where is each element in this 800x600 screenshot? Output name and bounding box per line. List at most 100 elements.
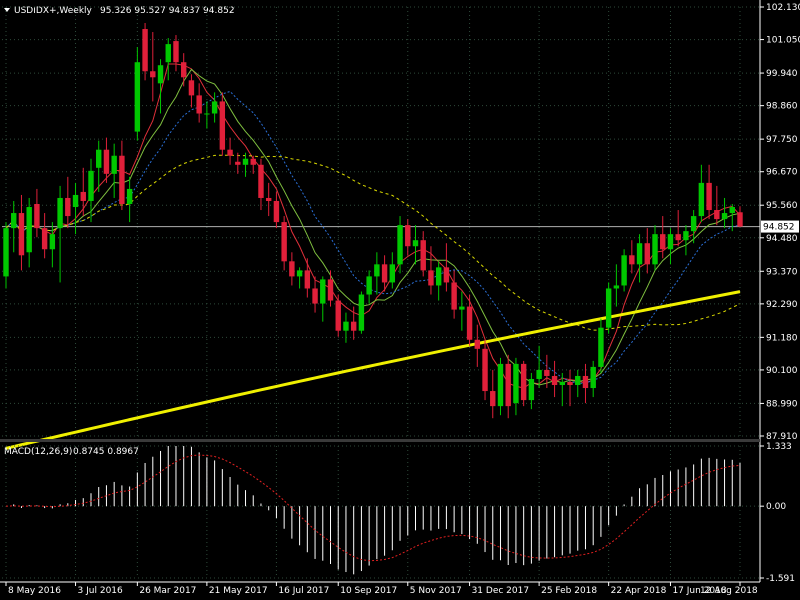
candle-body [196,95,202,114]
time-tick-label: 31 Dec 2017 [472,586,530,596]
candle-body [721,213,728,220]
price-tick-label: 97.750 [766,135,798,145]
candle-body [219,101,226,150]
candle-body [165,44,171,63]
price-tick-label: 87.910 [766,432,798,442]
chart-header: USDIDX+,Weekly 95.326 95.527 94.837 94.8… [4,6,235,16]
candle-body [80,191,86,201]
candle-body [405,225,411,247]
symbol-label: USDIDX+,Weekly [14,6,93,16]
candle-body [644,243,650,265]
candle-body [88,170,94,201]
time-tick-label: 12 Aug 2018 [700,586,758,596]
candle-body [65,197,71,217]
time-tick-label: 25 Feb 2018 [541,586,597,596]
candle-body [428,270,434,286]
price-axis: 102.130 101.050 99.940 98.860 97.750 96.670 95… [759,0,800,582]
candle-body [296,270,303,277]
candle-body [605,288,612,328]
panel-separator[interactable] [0,439,760,442]
candle-body [714,210,720,220]
candle-body [474,339,481,349]
time-tick-label: 16 Jul 2017 [278,586,329,596]
time-axis: 8 May 2016 3 Jul 2016 26 Mar 2017 21 May 20… [0,581,760,596]
candle-body [497,363,504,407]
candle-body [582,375,589,389]
candle-body [706,182,712,211]
candle-body [629,255,635,265]
candle-body [227,149,233,156]
candle-body [567,381,573,386]
candle-body [374,264,380,277]
price-tick-label: 96.670 [766,168,798,178]
time-tick-label: 26 Mar 2017 [139,586,196,596]
candle-body [350,321,357,331]
candle-body [281,222,287,262]
candle-body [536,369,542,379]
candle-body [173,41,179,63]
candle-body [575,375,581,386]
candle-body [327,279,334,301]
candle-body [366,276,372,295]
ma-mid-line [5,68,741,386]
candle-body [126,188,133,205]
candle-body [505,363,511,407]
candle-body [412,240,419,247]
price-tick-label: 90.100 [766,366,798,376]
candle-body [397,225,403,265]
candle-body [660,234,666,250]
macd-label: MACD(12,26,9) [4,447,72,457]
candle-body [72,194,79,208]
ohlc-label: 95.326 95.527 94.837 94.852 [100,6,235,16]
price-grid [2,6,760,437]
candle-body [729,207,735,214]
macd-header: MACD(12,26,9) 0.8745 0.8967 [4,447,139,457]
candle-body [598,327,604,367]
collapse-triangle-icon[interactable] [4,8,10,12]
candle-body [335,300,341,331]
time-tick-label: 3 Jul 2016 [78,586,123,596]
candle-body [242,158,249,165]
candle-body [420,240,426,271]
candle-body [513,363,519,404]
macd-values: 0.8745 0.8967 [73,447,139,457]
price-tick-label: 92.290 [766,300,798,310]
candle-body [652,234,658,265]
macd-axis: 1.333 0.00 -1.591 [760,442,795,584]
candle-body [18,213,25,256]
candle-body [111,155,117,174]
candle-body [698,182,705,217]
ma-fast-line [5,63,741,389]
candle-body [134,62,141,132]
candle-body [675,234,681,241]
candle-body [667,234,674,250]
macd-tick-label: 1.333 [766,442,792,452]
candle-body [443,267,450,283]
candle-body [142,29,148,72]
price-tick-label: 99.940 [766,69,798,79]
candle-body [250,158,256,165]
candle-body [304,270,311,289]
candles[interactable] [3,22,743,419]
candle-body [181,62,187,78]
current-price-badge [761,220,799,233]
candle-body [150,71,156,78]
time-tick-label: 10 Sep 2017 [340,586,397,596]
candle-body [559,381,565,386]
candle-body [520,363,527,401]
candle-body [544,369,550,376]
candle-body [157,65,164,84]
candle-body [737,212,743,227]
price-tick-label: 95.560 [766,201,798,211]
price-tick-label: 101.050 [766,36,800,46]
macd-tick-label: 0.00 [766,502,786,512]
ma-long-line [5,90,741,384]
candle-body [11,213,17,229]
candle-body [96,149,102,168]
time-tick-label: 8 May 2016 [8,586,61,596]
candle-body [211,101,218,114]
current-price-text: 94.852 [763,223,795,233]
candle-body [312,288,318,304]
time-tick-label: 21 May 2017 [209,586,268,596]
